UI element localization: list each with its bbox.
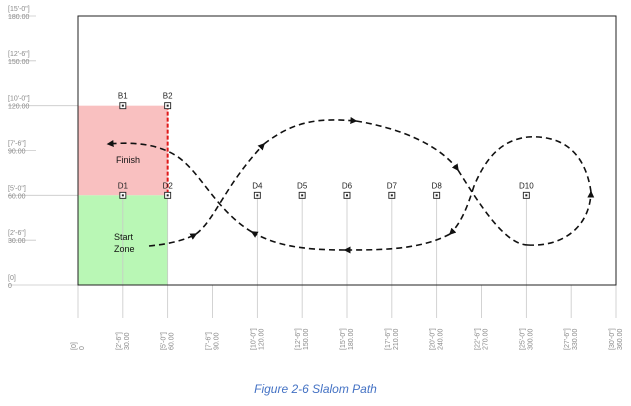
field-boundary (77, 15, 617, 286)
marker-dot (301, 194, 304, 197)
x-tick-label-inches: 90.00 (214, 332, 221, 350)
marker-label: D4 (252, 181, 263, 190)
finish-zone (78, 105, 168, 196)
y-tick-label-feet: [15'-0"] (8, 6, 30, 13)
marker-dot (346, 194, 348, 197)
marker-label: D6 (342, 181, 353, 190)
path-segment-top (263, 117, 358, 145)
grid-lines (8, 15, 617, 318)
marker-label: D7 (387, 181, 398, 190)
y-tick-label-inches: 60.00 (8, 193, 26, 200)
path-segment-top-to-right (355, 120, 459, 172)
x-tick-label-feet: [2'-6"] (116, 332, 123, 350)
x-tick-label-inches: 60.00 (169, 332, 176, 350)
x-tick-label-feet: [0] (71, 342, 78, 350)
x-tick-label-inches: 300.00 (527, 328, 534, 350)
marker-dot (121, 194, 124, 197)
slalom-path (106, 117, 595, 254)
x-tick-label-inches: 240.00 (438, 328, 445, 350)
marker-label: B2 (163, 92, 173, 101)
x-tick-label-inches: 360.00 (617, 328, 624, 350)
x-tick-label-inches: 210.00 (393, 328, 400, 350)
x-tick-label-inches: 330.00 (572, 328, 579, 350)
x-tick-label-feet: [10'-0"] (250, 328, 257, 350)
marker-dot (256, 194, 259, 197)
markers: B1 B2 D1 D2 D4 D5 D6 D7 D8 D10 (118, 92, 534, 199)
y-tick-label-feet: [12'-6"] (8, 51, 30, 58)
path-segment-start (148, 233, 198, 247)
y-axis-tick-labels: [0]0 [2'-6"]30.00 [5'-0"]60.00 [7'-6"]90.00… (8, 6, 30, 290)
marker-dot (525, 194, 528, 197)
x-tick-label-inches: 120.00 (258, 328, 265, 350)
path-segment-bottom (343, 233, 451, 254)
y-tick-label-feet: [2'-6"] (8, 230, 26, 237)
marker-label: B1 (118, 92, 128, 101)
x-tick-label-feet: [7'-6"] (206, 332, 213, 350)
y-tick-label-inches: 90.00 (8, 149, 26, 156)
y-tick-label-inches: 30.00 (8, 238, 26, 245)
finish-zone-label: Finish (116, 155, 140, 165)
x-tick-label-inches: 180.00 (348, 328, 355, 350)
start-zone-label-line2: Zone (114, 244, 135, 254)
x-tick-label-inches: 150.00 (303, 328, 310, 350)
y-tick-label-inches: 150.00 (8, 59, 30, 66)
marker-dot (121, 104, 124, 107)
path-segment-up-to-top (195, 142, 265, 235)
x-tick-label-inches: 30.00 (124, 332, 131, 350)
x-tick-label-feet: [25'-0"] (519, 328, 526, 350)
x-tick-label-feet: [12'-6"] (295, 328, 302, 350)
marker-label: D8 (432, 181, 443, 190)
marker-label: D1 (118, 181, 129, 190)
x-tick-label-feet: [30'-0"] (609, 328, 616, 350)
path-segment-loop-right (527, 190, 595, 246)
path-segment-loop-top (473, 136, 592, 193)
x-tick-label-feet: [27'-6"] (564, 328, 571, 350)
start-zone-label-line1: Start (114, 232, 134, 242)
x-tick-label-inches: 270.00 (483, 328, 490, 350)
y-tick-label-inches: 0 (8, 283, 12, 290)
y-tick-label-feet: [0] (8, 275, 16, 282)
marker-dot (166, 194, 169, 197)
y-tick-label-inches: 180.00 (8, 14, 30, 21)
path-segment-bottom-to-left (250, 231, 346, 251)
path-segment-to-finish (106, 140, 253, 233)
path-segment-cross-back (449, 185, 475, 235)
x-tick-label-inches: 0 (79, 346, 86, 350)
x-tick-label-feet: [5'-0"] (161, 332, 168, 350)
x-tick-label-feet: [22'-6"] (475, 328, 482, 350)
marker-label: D10 (519, 181, 534, 190)
x-tick-label-feet: [17'-6"] (385, 328, 392, 350)
path-segment-cross-down (457, 169, 529, 246)
x-tick-label-feet: [15'-0"] (340, 328, 347, 350)
marker-dot (435, 194, 438, 197)
marker-label: D5 (297, 181, 308, 190)
figure-caption: Figure 2-6 Slalom Path (254, 382, 377, 396)
y-tick-label-inches: 120.00 (8, 104, 30, 111)
y-tick-label-feet: [7'-6"] (8, 141, 26, 148)
y-tick-label-feet: [5'-0"] (8, 185, 26, 192)
marker-label: D2 (163, 181, 174, 190)
marker-dot (390, 194, 393, 197)
x-axis-tick-labels: [0] 0 [2'-6"] 30.00 [5'-0"] 60.00 [7'-6"] 90.00… (71, 328, 624, 350)
x-tick-label-feet: [20'-0"] (430, 328, 437, 350)
y-tick-label-feet: [10'-0"] (8, 96, 30, 103)
marker-dot (166, 104, 169, 107)
